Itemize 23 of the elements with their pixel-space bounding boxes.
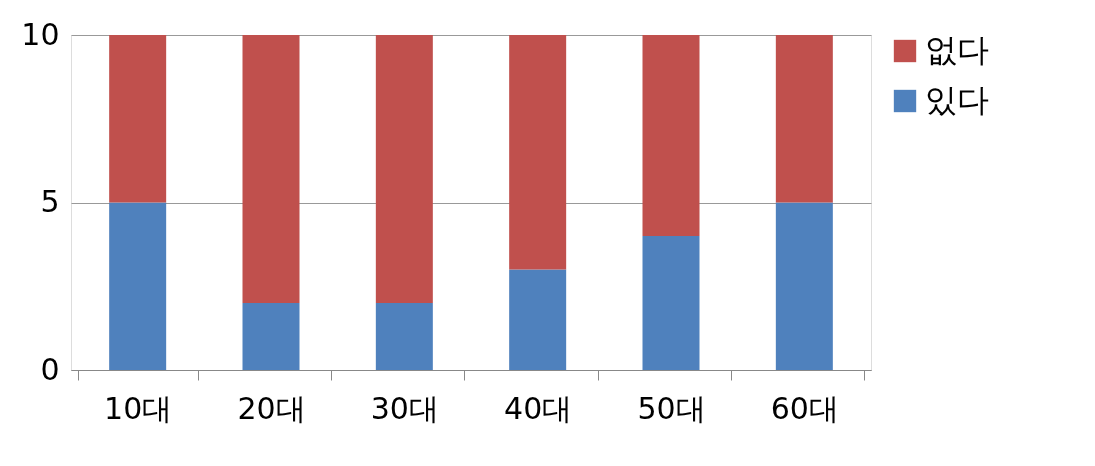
- bar: [775, 35, 833, 203]
- bar: [375, 303, 433, 370]
- y-tick-label: 5: [40, 184, 60, 219]
- legend-label: 있다: [925, 81, 989, 119]
- x-tick-label: 50대: [637, 390, 706, 426]
- x-tick-label: 20대: [237, 390, 306, 426]
- y-tick-label: 0: [40, 351, 60, 387]
- bar: [375, 35, 433, 303]
- bar: [509, 35, 567, 270]
- bar: [242, 303, 300, 370]
- bar: [642, 236, 700, 370]
- bar: [242, 35, 300, 303]
- y-tick-label: 10: [21, 16, 60, 52]
- x-tick-label: 30대: [370, 390, 439, 426]
- bar: [642, 35, 700, 236]
- bar: [775, 202, 833, 370]
- x-tick-label: 10대: [104, 390, 173, 426]
- bar: [509, 269, 567, 370]
- bar: [109, 202, 167, 370]
- legend-label: 없다: [925, 31, 989, 69]
- x-tick-label: 60대: [770, 390, 839, 426]
- bar: [109, 35, 167, 203]
- x-tick-label: 40대: [504, 390, 573, 426]
